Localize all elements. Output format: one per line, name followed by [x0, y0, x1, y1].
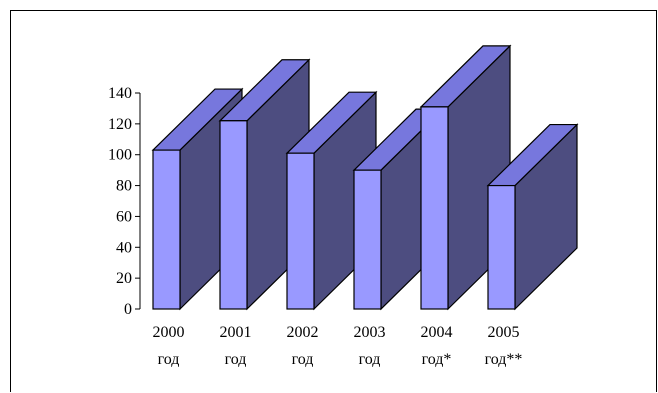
- x-tick-label: 2000: [153, 324, 185, 341]
- bar-front: [487, 184, 516, 310]
- x-tick-label: 2001: [220, 324, 252, 341]
- x-tick-label: 2005: [488, 324, 520, 341]
- y-tick-label: 0: [124, 301, 132, 318]
- x-tick-label: 2003: [354, 324, 386, 341]
- x-tick-label: год*: [422, 351, 452, 368]
- x-tick-label: год: [292, 351, 314, 368]
- bar-front: [152, 149, 181, 310]
- bar-front: [286, 152, 315, 310]
- y-tick-label: 120: [108, 116, 132, 133]
- x-axis-labels: 2000 год 2001 год 2002 год 2003 год 2004 год* 2005…: [153, 324, 523, 368]
- bar-front: [420, 106, 449, 310]
- y-tick-label: 20: [116, 270, 132, 287]
- y-tick-label: 100: [108, 147, 132, 164]
- bar: [486, 123, 579, 311]
- x-tick-label: год: [158, 351, 180, 368]
- x-tick-label: 2004: [421, 324, 453, 341]
- y-tick-label: 80: [116, 178, 132, 195]
- y-tick-label: 40: [116, 239, 132, 256]
- x-tick-label: год**: [485, 351, 523, 368]
- y-tick-label: 60: [116, 208, 132, 225]
- x-tick-label: год: [225, 351, 247, 368]
- x-tick-label: год: [359, 351, 381, 368]
- bar-front: [353, 169, 382, 310]
- bars: [151, 44, 579, 311]
- x-tick-label: 2002: [287, 324, 319, 341]
- bar-front: [219, 120, 248, 310]
- y-axis: 0 20 40 60 80 100 120 140: [108, 85, 141, 318]
- y-tick-label: 140: [108, 85, 132, 102]
